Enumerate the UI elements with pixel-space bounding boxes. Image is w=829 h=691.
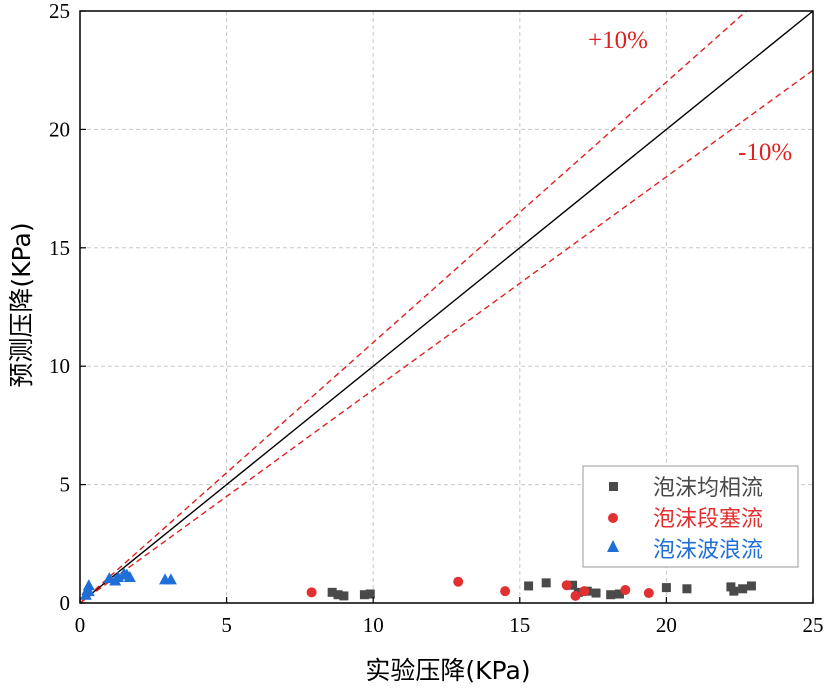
point-series1-7 — [643, 588, 654, 599]
y-tick-label-15: 15 — [49, 236, 70, 260]
point-series1-4 — [570, 590, 581, 601]
x-axis-label: 实验压降(KPa) — [365, 656, 530, 685]
x-tick-label-10: 10 — [363, 613, 384, 637]
point-series0-10 — [591, 588, 601, 598]
reference-line-0 — [79, 10, 814, 604]
point-series0-17 — [738, 584, 748, 594]
reference-lines — [79, 10, 814, 604]
point-series2-9 — [123, 570, 136, 582]
legend-marker-slug — [608, 513, 618, 523]
legend: 泡沫均相流 泡沫段塞流 泡沫波浪流 — [582, 465, 799, 568]
point-series0-5 — [524, 581, 534, 591]
reference-line-1 — [79, 10, 747, 604]
plot-frame — [79, 10, 814, 604]
x-tick-label-15: 15 — [509, 613, 530, 637]
point-series1-6 — [620, 584, 631, 595]
point-series0-2 — [339, 591, 349, 601]
x-tick-label-20: 20 — [656, 613, 677, 637]
x-axis-ticks: 0 5 10 15 20 25 — [75, 597, 824, 637]
y-tick-label-20: 20 — [49, 117, 70, 141]
point-series1-2 — [500, 586, 511, 597]
x-tick-label-5: 5 — [221, 613, 232, 637]
grid-lines — [80, 11, 813, 603]
annotation-plus-10: +10% — [588, 27, 648, 54]
x-tick-label-25: 25 — [803, 613, 824, 637]
point-series0-12 — [614, 589, 624, 599]
x-tick-label-0: 0 — [75, 613, 86, 637]
point-series0-3 — [359, 590, 369, 600]
point-series0-7 — [568, 580, 578, 590]
point-series2-2 — [82, 579, 95, 591]
reference-line-2 — [79, 69, 814, 604]
point-series0-18 — [746, 581, 756, 591]
y-tick-label-5: 5 — [60, 473, 71, 497]
legend-marker-homogeneous — [609, 482, 618, 491]
annotation-minus-10: -10% — [738, 139, 792, 166]
point-series0-16 — [729, 586, 739, 596]
point-series0-4 — [365, 589, 375, 599]
legend-label-homogeneous: 泡沫均相流 — [653, 476, 763, 501]
point-series0-0 — [327, 587, 337, 597]
legend-label-slug: 泡沫段塞流 — [653, 507, 763, 532]
point-series1-1 — [453, 576, 464, 587]
data-points — [79, 567, 756, 601]
y-tick-label-0: 0 — [60, 591, 71, 615]
point-series0-14 — [682, 584, 692, 594]
y-tick-label-25: 25 — [49, 0, 70, 23]
legend-label-wavy: 泡沫波浪流 — [653, 538, 763, 563]
point-series2-11 — [164, 573, 177, 585]
y-axis-label: 预测压降(KPa) — [7, 222, 36, 387]
point-series0-1 — [333, 590, 343, 600]
y-tick-label-10: 10 — [49, 354, 70, 378]
point-series1-0 — [306, 587, 317, 598]
legend-marker-wavy — [607, 540, 619, 552]
point-series2-6 — [112, 570, 125, 582]
point-series0-6 — [541, 578, 551, 588]
point-series0-11 — [606, 590, 616, 600]
y-axis-ticks: 0 5 10 15 20 25 — [49, 0, 86, 615]
point-series1-3 — [561, 580, 572, 591]
point-series2-3 — [82, 585, 95, 597]
point-series1-5 — [579, 586, 590, 597]
legend-box — [582, 465, 799, 568]
point-series0-13 — [661, 583, 671, 593]
